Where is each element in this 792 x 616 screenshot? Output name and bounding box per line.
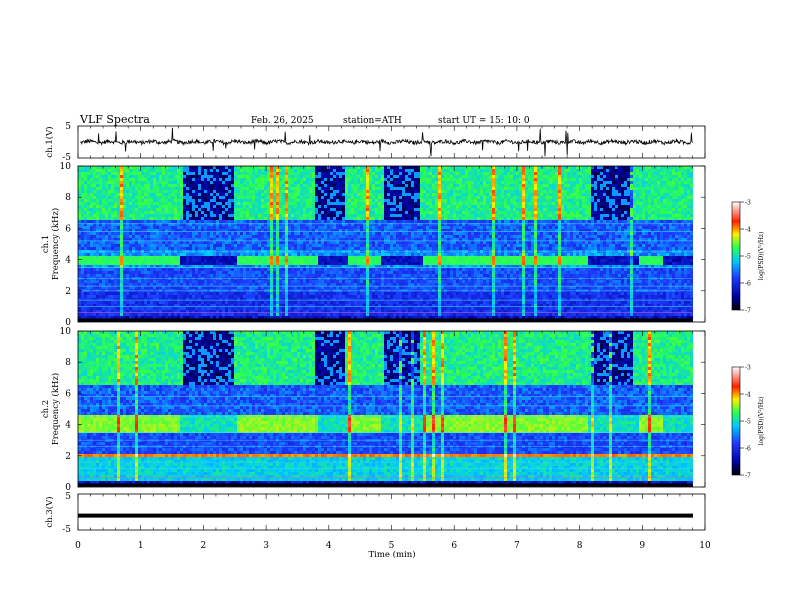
colorbar-tick-label: -6	[745, 281, 751, 288]
spec-ytick-label: 6	[65, 389, 71, 399]
ch2-colorbar: -3 -4 -5 -6 -7 log(PSD)(V²/Hz)	[732, 365, 765, 480]
ch3-ytick-top: 5	[65, 492, 71, 502]
colorbar-tick-label: -5	[745, 419, 751, 426]
colorbar-tick-label: -3	[745, 200, 751, 207]
ch1-colorbar: -3 -4 -5 -6 -7 log(PSD)(V²/Hz)	[732, 200, 765, 315]
x-axis-label: Time (min)	[368, 549, 415, 560]
ch1-spec-ylabel-1: ch.1	[41, 235, 51, 253]
header-station: station=ATH	[343, 116, 402, 126]
colorbar-tick-label: -4	[745, 227, 751, 234]
spec-ytick-label: 10	[60, 327, 72, 337]
x-tick-label: 8	[577, 541, 583, 551]
figure-title: VLF Spectra	[79, 113, 150, 126]
ch3-ylabel: ch.3(V)	[44, 496, 55, 527]
colorbar-tick-label: -3	[745, 365, 751, 372]
spec-ytick-label: 10	[60, 162, 72, 172]
spec-ytick-label: 8	[65, 193, 71, 203]
spec-ytick-label: 4	[65, 256, 71, 266]
ch2-spec-ylabel-1: ch.2	[41, 400, 51, 418]
ch1-ylabel: ch.1(V)	[44, 126, 55, 157]
ch1-spec-ylabel-2: Frequency (kHz)	[50, 208, 61, 280]
x-tick-label: 4	[326, 541, 332, 551]
ch3-waveform-trace	[78, 514, 693, 518]
ch3-waveform-panel: 5 -5 ch.3(V)	[44, 492, 705, 535]
x-tick-label: 6	[451, 541, 457, 551]
ch1-waveform-panel: 5 -5 ch.1(V)	[44, 122, 705, 163]
x-tick-label: 10	[699, 541, 711, 551]
spec-ytick-label: 4	[65, 421, 71, 431]
ch1-colorbar-label: log(PSD)(V²/Hz)	[758, 232, 765, 281]
header-date: Feb. 26, 2025	[251, 116, 314, 126]
colorbar-tick-label: -7	[745, 308, 751, 315]
x-tick-label: 2	[201, 541, 207, 551]
spec-ytick-label: 2	[65, 452, 71, 462]
header-start-time: start UT = 15: 10: 0	[438, 116, 530, 126]
ch1-ytick-top: 5	[65, 122, 71, 132]
spec-ytick-label: 6	[65, 224, 71, 234]
colorbar-tick-label: -4	[745, 392, 751, 399]
x-tick-label: 7	[514, 541, 520, 551]
ch3-ytick-bottom: -5	[62, 525, 71, 535]
colorbar-tick-label: -5	[745, 254, 751, 261]
ch2-colorbar-label: log(PSD)(V²/Hz)	[758, 397, 765, 446]
x-tick-label: 1	[138, 541, 144, 551]
spec-ytick-label: 8	[65, 358, 71, 368]
ch2-spec-ylabel-2: Frequency (kHz)	[50, 373, 61, 445]
colorbar-tick-label: -6	[745, 446, 751, 453]
x-tick-label: 9	[639, 541, 645, 551]
x-tick-label: 0	[75, 541, 81, 551]
colorbar-tick-label: -7	[745, 473, 751, 480]
x-tick-label: 3	[263, 541, 269, 551]
spec-ytick-label: 2	[65, 287, 71, 297]
